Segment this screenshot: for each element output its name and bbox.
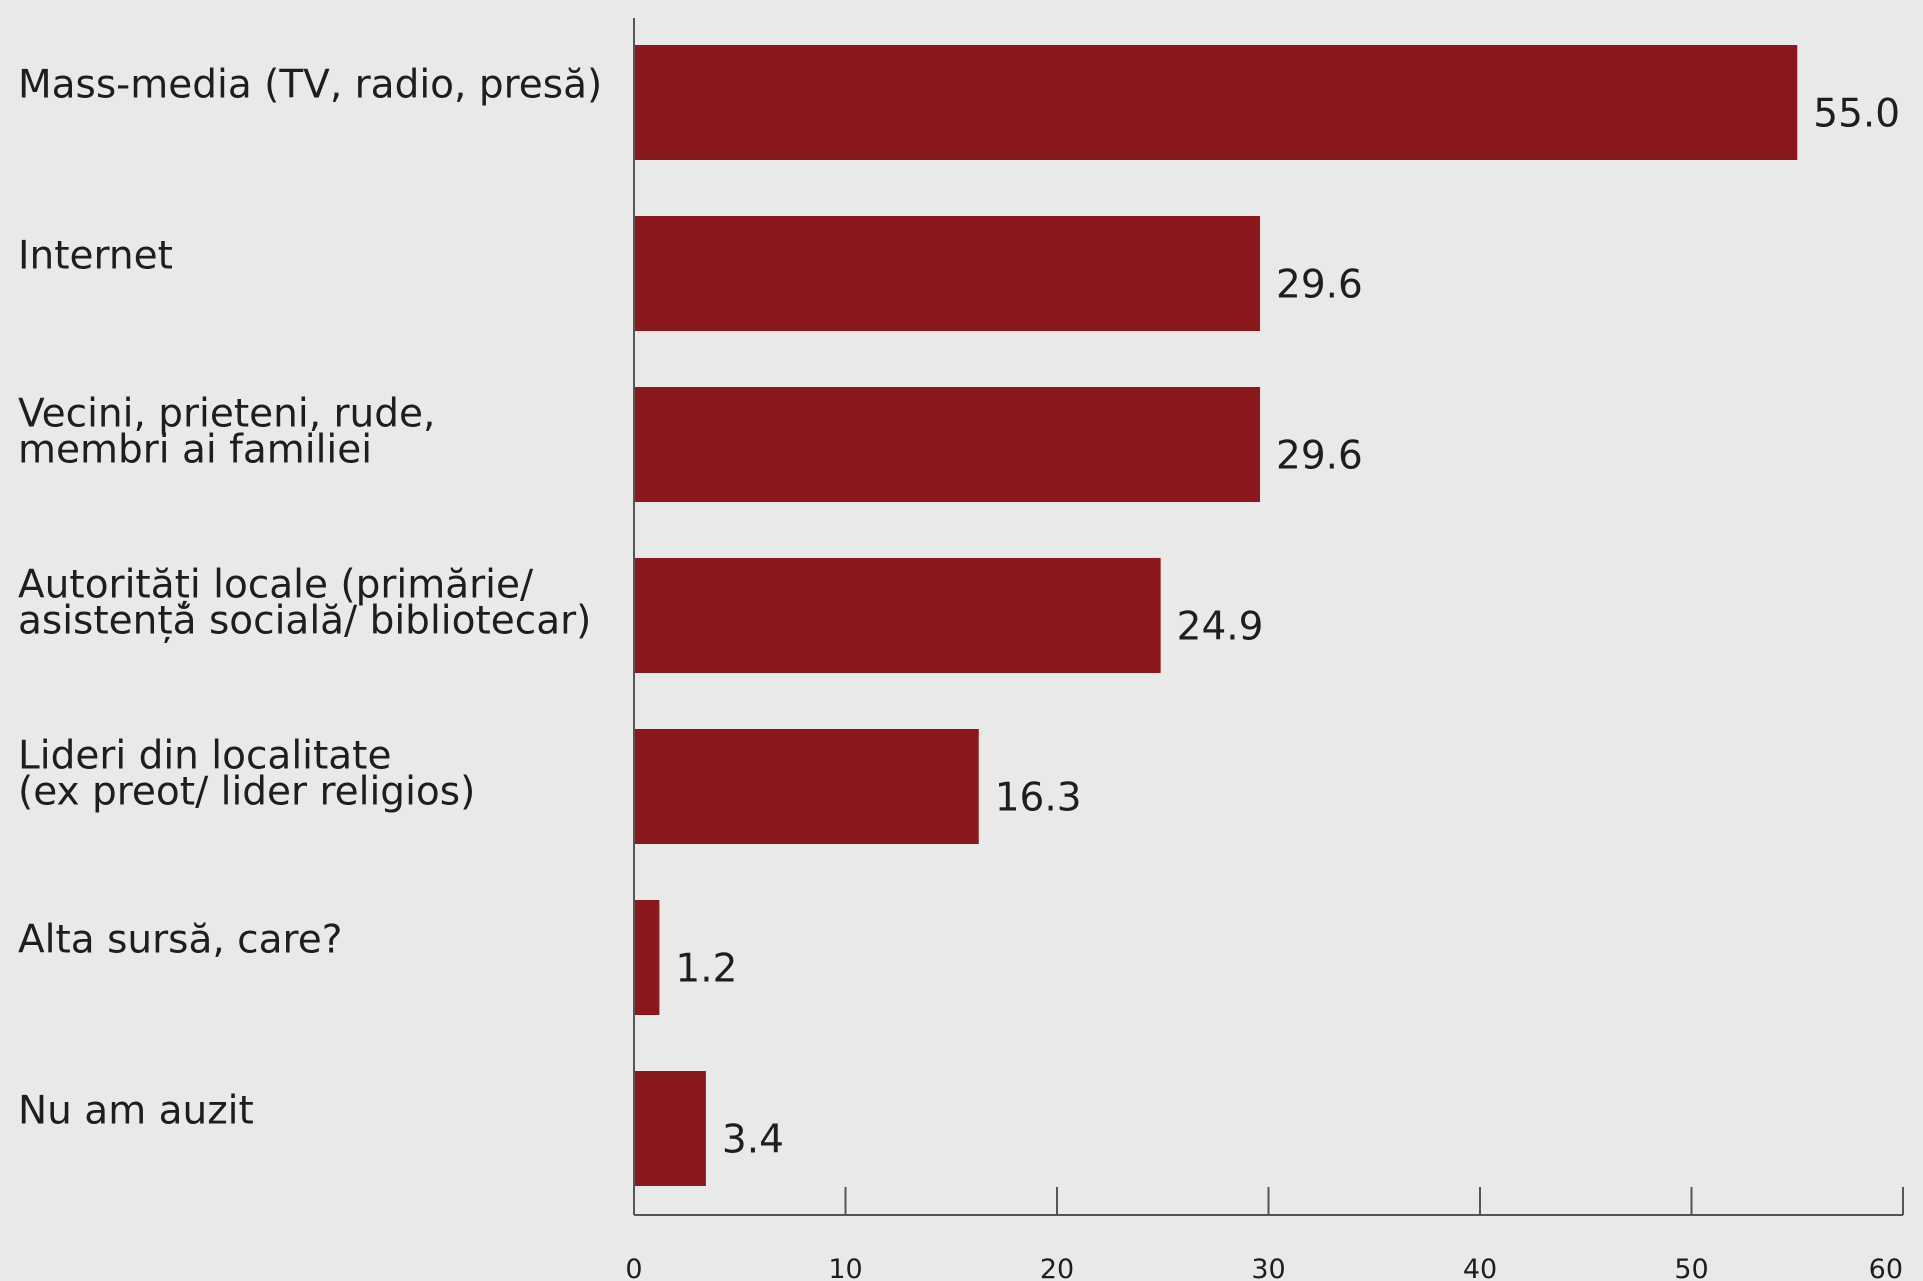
value-label-0: 55.0 — [1813, 92, 1900, 137]
category-label-2-line-1: membri ai familiei — [18, 428, 372, 473]
category-label-2-line-0: Vecini, prieteni, rude, — [18, 392, 435, 437]
value-label-2: 29.6 — [1276, 434, 1363, 479]
value-labels: 55.0 29.6 29.6 24.9 16.3 1.2 3.4 — [675, 92, 1900, 1163]
category-label-4-line-0: Lideri din localitate — [18, 734, 391, 779]
category-label-1: Internet — [18, 234, 173, 279]
category-label-3-line-1: asistență socială/ bibliotecar) — [18, 599, 591, 644]
category-label-0: Mass-media (TV, radio, presă) — [18, 63, 602, 108]
x-tick-label-1: 10 — [828, 1254, 862, 1281]
bar-1 — [634, 216, 1261, 331]
bar-6 — [634, 1071, 706, 1186]
value-label-1: 29.6 — [1276, 263, 1363, 308]
x-tick-label-6: 60 — [1869, 1254, 1903, 1281]
value-label-6: 3.4 — [722, 1118, 784, 1163]
x-tick-label-2: 20 — [1040, 1254, 1074, 1281]
value-label-3: 24.9 — [1177, 605, 1264, 650]
category-label-4-line-1: (ex preot/ lider religios) — [18, 770, 475, 815]
bars — [634, 45, 1798, 1186]
category-label-6: Nu am auzit — [18, 1089, 254, 1134]
category-label-5: Alta sursă, care? — [18, 918, 342, 963]
x-tick-label-4: 40 — [1463, 1254, 1497, 1281]
bar-4 — [634, 729, 979, 844]
x-tick-label-3: 30 — [1251, 1254, 1285, 1281]
category-labels: Mass-media (TV, radio, presă) Internet Vec… — [18, 63, 602, 1134]
value-label-5: 1.2 — [675, 947, 737, 992]
bar-5 — [634, 900, 660, 1015]
x-tick-label-0: 0 — [625, 1254, 642, 1281]
category-label-3-line-0: Autorități locale (primărie/ — [18, 563, 534, 608]
value-label-4: 16.3 — [995, 776, 1082, 821]
bar-2 — [634, 387, 1261, 502]
x-axis: 0 10 20 30 40 50 60 — [625, 18, 1904, 1281]
bar-3 — [634, 558, 1161, 673]
x-tick-label-5: 50 — [1674, 1254, 1708, 1281]
bar-0 — [634, 45, 1798, 160]
